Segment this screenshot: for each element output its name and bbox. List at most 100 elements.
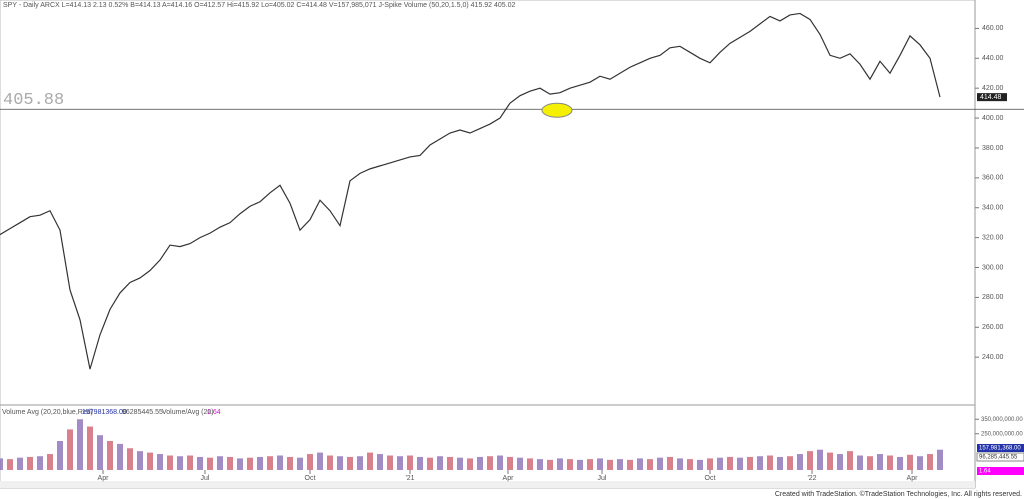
scrollbar[interactable] xyxy=(0,481,975,488)
volume-axis-value: 96,285,445.55 xyxy=(979,455,1018,461)
volume-bar xyxy=(857,455,863,470)
volume-bar xyxy=(57,441,63,470)
value-box xyxy=(977,467,1024,475)
x-tick-label: '21 xyxy=(405,475,414,482)
volume-bar xyxy=(197,456,203,470)
volume-bar xyxy=(177,456,183,470)
value-box xyxy=(977,444,1024,452)
volume-bar xyxy=(787,456,793,470)
y-tick-label: 280.00 xyxy=(982,294,1004,301)
volume-bar xyxy=(337,456,343,470)
volume-bar xyxy=(317,452,323,470)
y-tick-label: 360.00 xyxy=(982,175,1004,182)
y-tick-label: 400.00 xyxy=(982,115,1004,122)
volume-bar xyxy=(827,452,833,470)
volume-bar xyxy=(507,456,513,470)
volume-bar xyxy=(137,451,143,470)
y-tick-label: 320.00 xyxy=(982,234,1004,241)
volume-bar xyxy=(207,457,213,470)
volume-bar xyxy=(97,435,103,470)
volume-bar xyxy=(127,448,133,470)
volume-bar xyxy=(467,458,473,470)
volume-bar xyxy=(877,454,883,470)
y-tick-label: 340.00 xyxy=(982,205,1004,212)
volume-bar xyxy=(747,456,753,470)
volume-bar xyxy=(737,457,743,470)
volume-bar xyxy=(777,456,783,470)
volume-bar xyxy=(657,457,663,470)
y-tick-label: 460.00 xyxy=(982,25,1004,32)
volume-bar xyxy=(537,459,543,470)
x-tick-label: Jul xyxy=(598,475,607,482)
volume-bar xyxy=(47,454,53,470)
volume-bar xyxy=(257,456,263,470)
x-tick-label: Oct xyxy=(305,475,316,482)
volume-bar xyxy=(427,457,433,470)
volume-bar xyxy=(527,458,533,470)
volume-bar xyxy=(477,456,483,470)
volume-bar xyxy=(217,456,223,470)
volume-bar xyxy=(267,456,273,470)
volume-bar xyxy=(817,449,823,470)
volume-bar xyxy=(407,455,413,470)
volume-bar xyxy=(607,459,613,470)
volume-bar xyxy=(577,459,583,470)
x-tick-label: '22 xyxy=(807,475,816,482)
volume-bar xyxy=(167,455,173,470)
volume-bar xyxy=(447,456,453,470)
plot-frame xyxy=(0,0,976,489)
volume-bar xyxy=(307,454,313,470)
volume-bar xyxy=(667,456,673,470)
volume-bar xyxy=(387,455,393,470)
volume-bar xyxy=(647,459,653,470)
volume-bar xyxy=(837,454,843,470)
x-tick-label: Oct xyxy=(705,475,716,482)
y-tick-label: 260.00 xyxy=(982,324,1004,331)
level-label: 405.88 xyxy=(3,91,64,110)
volume-bar xyxy=(37,456,43,470)
volume-bar xyxy=(487,456,493,470)
volume-bar xyxy=(497,455,503,470)
volume-value: 96285445.55 xyxy=(122,409,163,416)
volume-bar xyxy=(887,455,893,470)
volume-bar xyxy=(237,458,243,470)
volume-bar xyxy=(767,455,773,470)
volume-bar xyxy=(727,456,733,470)
volume-bar xyxy=(357,456,363,470)
volume-legend: Volume/Avg (20) xyxy=(162,409,214,416)
x-tick-label: Jul xyxy=(201,475,210,482)
volume-bar xyxy=(617,459,623,470)
volume-bar xyxy=(917,456,923,470)
volume-bar xyxy=(457,457,463,470)
volume-axis-value: 157,981,368.00 xyxy=(979,446,1021,452)
volume-bar xyxy=(287,456,293,470)
volume-bar xyxy=(7,459,13,470)
volume-bar xyxy=(277,455,283,470)
volume-bar xyxy=(327,455,333,470)
volume-bar xyxy=(147,452,153,470)
volume-bar xyxy=(707,458,713,470)
volume-bar xyxy=(27,456,33,470)
y-tick-label: 240.00 xyxy=(982,354,1004,361)
volume-bar xyxy=(107,441,113,470)
volume-bar xyxy=(517,457,523,470)
footer: Created with TradeStation. ©TradeStation… xyxy=(775,490,1022,498)
volume-bar xyxy=(417,456,423,470)
volume-bar xyxy=(907,454,913,470)
x-tick-label: Apr xyxy=(907,475,919,482)
volume-bar xyxy=(627,459,633,470)
y-tick-label: 250,000,000.00 xyxy=(981,431,1023,437)
volume-bar xyxy=(397,456,403,470)
x-tick-label: Apr xyxy=(98,475,110,482)
volume-bar xyxy=(797,454,803,470)
volume-bar xyxy=(367,452,373,470)
x-tick-label: Apr xyxy=(503,475,515,482)
volume-bar xyxy=(897,456,903,470)
volume-bar xyxy=(637,458,643,470)
volume-value: 157981368.00 xyxy=(82,409,127,416)
volume-bar xyxy=(547,459,553,470)
y-tick-label: 300.00 xyxy=(982,264,1004,271)
volume-bar xyxy=(867,456,873,470)
volume-bar xyxy=(297,457,303,470)
